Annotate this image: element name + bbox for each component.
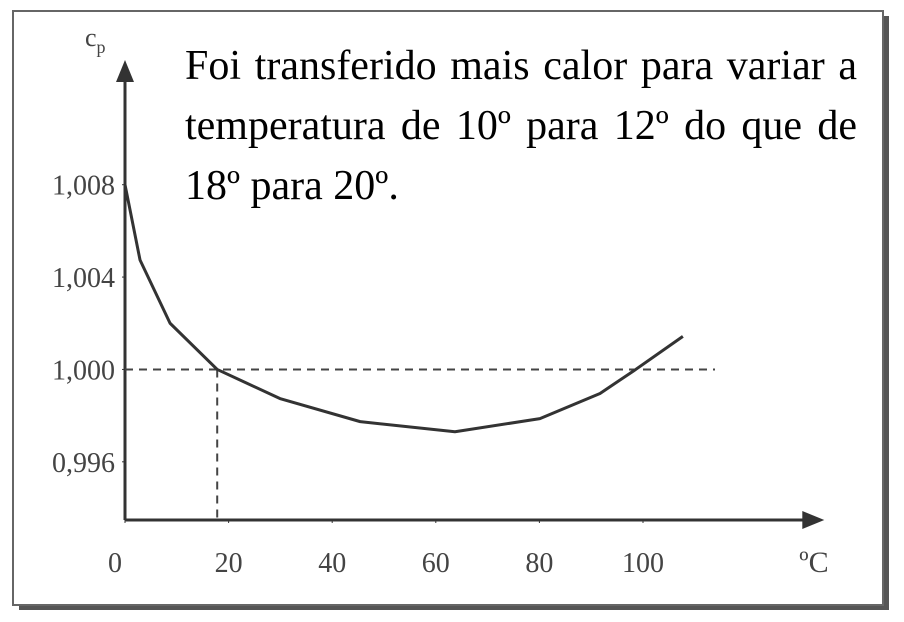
data-line: [123, 184, 684, 434]
y-label-symbol: c: [85, 23, 97, 52]
x-axis-label: ºC: [799, 546, 828, 579]
x-tick-label: 20: [215, 548, 243, 579]
x-tick-label: 60: [422, 548, 450, 579]
x-tick-label: 40: [318, 548, 346, 579]
x-axis-arrow: [802, 511, 825, 529]
y-tick-label: 0,996: [52, 448, 115, 479]
x-tick-label: 0: [108, 548, 122, 579]
annotation: Foi transferido mais calor para variar a…: [185, 43, 857, 209]
y-axis-arrow: [116, 60, 134, 82]
y-tick-label: 1,004: [52, 263, 115, 294]
y-label-subscript: p: [97, 37, 106, 57]
y-axis-label: cp: [85, 23, 106, 57]
frame: [12, 10, 884, 606]
y-tick-label: 1,008: [52, 171, 115, 202]
x-tick-label: 80: [525, 548, 553, 579]
y-tick-label: 1,000: [52, 355, 115, 386]
x-tick-label: 100: [622, 548, 664, 579]
